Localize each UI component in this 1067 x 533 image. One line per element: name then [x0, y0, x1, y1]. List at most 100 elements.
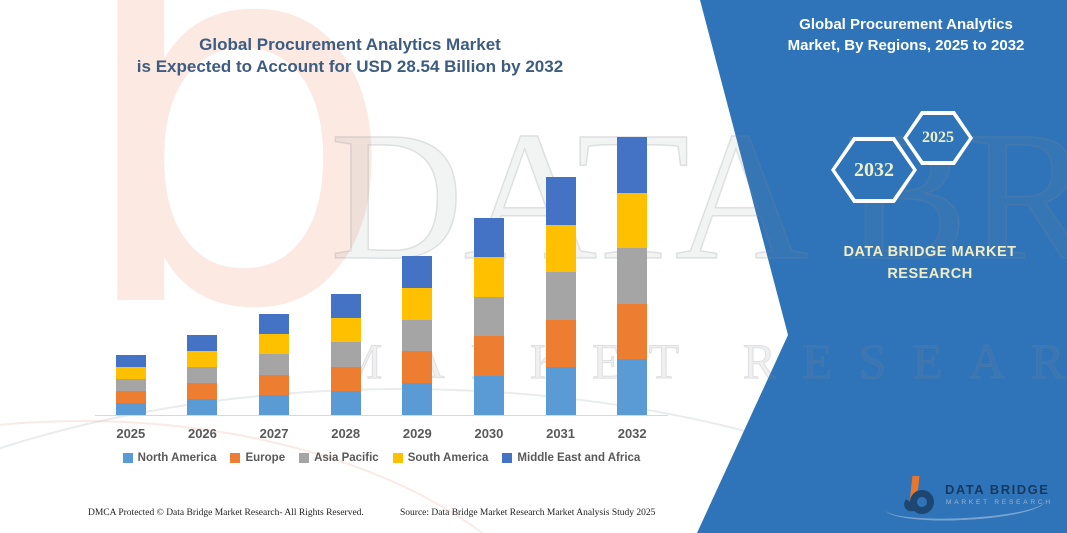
- stacked-bar-2032: [617, 137, 648, 415]
- bar-segment: [402, 351, 433, 384]
- legend-item: South America: [392, 452, 489, 464]
- bar-slot-2029: 2029: [382, 132, 454, 441]
- x-axis-tick-label: 2028: [331, 426, 361, 441]
- bar-segment: [187, 367, 218, 383]
- bar-segment: [259, 314, 290, 335]
- bar-segment: [473, 375, 504, 415]
- bar-slot-2030: 2030: [453, 132, 525, 441]
- legend-label: Europe: [245, 452, 286, 464]
- bar-slot-2031: 2031: [525, 132, 597, 441]
- bar-segment: [259, 334, 290, 355]
- bar-segment: [330, 342, 361, 367]
- legend-swatch-icon: [392, 453, 403, 463]
- bar-segment: [473, 257, 504, 297]
- panel-title-line2: Market, By Regions, 2025 to 2032: [787, 37, 1025, 54]
- bar-segment: [115, 403, 146, 415]
- panel-title-line1: Global Procurement Analytics: [799, 16, 1013, 33]
- bar-segment: [115, 367, 146, 379]
- source-note: Source: Data Bridge Market Research Mark…: [400, 508, 656, 518]
- legend-swatch-icon: [230, 453, 241, 463]
- bar-segment: [545, 367, 576, 415]
- bar-segment: [187, 383, 218, 399]
- page-title-line2: is Expected to Account for USD 28.54 Bil…: [136, 57, 564, 76]
- bar-segment: [545, 272, 576, 320]
- x-axis-tick-label: 2027: [259, 426, 289, 441]
- bar-segment: [617, 303, 648, 360]
- x-axis-tick-label: 2030: [474, 426, 504, 441]
- bar-segment: [330, 390, 361, 415]
- x-axis-tick-label: 2025: [116, 426, 146, 441]
- hexagon-badge-2025: 2025: [903, 111, 973, 165]
- legend-label: Asia Pacific: [314, 452, 379, 464]
- stacked-bar-2026: [187, 335, 218, 415]
- bar-segment: [402, 383, 433, 415]
- bar-segment: [187, 351, 218, 367]
- market-research-text-watermark: MARKET RESEARCH: [338, 333, 1067, 389]
- bar-slot-2028: 2028: [310, 132, 382, 441]
- dmca-notice: DMCA Protected © Data Bridge Market Rese…: [88, 508, 364, 518]
- bar-slot-2025: 2025: [95, 132, 167, 441]
- bar-segment: [545, 177, 576, 225]
- stacked-bar-chart: 2025 2026 2027 2028 2029 2030 2031 2032: [95, 132, 668, 441]
- bar-segment: [259, 374, 290, 395]
- bar-segment: [402, 319, 433, 352]
- bar-segment: [187, 399, 218, 415]
- bar-segment: [545, 224, 576, 273]
- legend-label: Middle East and Africa: [517, 452, 641, 464]
- bar-segment: [115, 379, 146, 391]
- legend-item: North America: [122, 452, 217, 464]
- bar-segment: [402, 256, 433, 288]
- x-axis-tick-label: 2026: [187, 426, 217, 441]
- legend-label: South America: [407, 452, 489, 464]
- bar-slot-2026: 2026: [167, 132, 239, 441]
- logo-tagline: MARKET RESEARCH: [946, 499, 1053, 506]
- stacked-bar-2031: [545, 177, 576, 415]
- page-title-line1: Global Procurement Analytics Market: [199, 35, 501, 54]
- bar-segment: [115, 355, 146, 367]
- hexagon-badge-2032: 2032: [831, 137, 917, 203]
- bar-slot-2032: 2032: [596, 132, 668, 441]
- bar-segment: [259, 354, 290, 375]
- legend-item: Asia Pacific: [299, 452, 379, 464]
- legend-swatch-icon: [299, 453, 310, 463]
- bar-segment: [330, 294, 361, 319]
- stacked-bar-2028: [330, 294, 361, 415]
- bar-segment: [545, 319, 576, 368]
- bar-segment: [473, 296, 504, 337]
- legend-item: Middle East and Africa: [502, 452, 640, 464]
- bar-segment: [259, 394, 290, 415]
- x-axis-tick-label: 2032: [617, 426, 647, 441]
- legend-label: North America: [137, 452, 217, 464]
- bar-segment: [617, 137, 648, 193]
- chart-legend: North America Europe Asia Pacific South Ame…: [95, 452, 668, 464]
- logo-brand-name: DATA BRIDGE: [945, 482, 1050, 497]
- page-title: Global Procurement Analytics Market is E…: [110, 34, 590, 78]
- brand-name-text: DATA BRIDGE MARKET RESEARCH: [820, 241, 1040, 285]
- panel-title: Global Procurement Analytics Market, By …: [765, 14, 1047, 56]
- legend-item: Europe: [230, 452, 285, 464]
- bar-segment: [617, 192, 648, 249]
- hexagon-year-label: 2032: [854, 158, 894, 181]
- hexagon-year-label: 2025: [922, 129, 954, 146]
- bar-segment: [617, 248, 648, 304]
- bar-segment: [617, 359, 648, 415]
- bar-segment: [473, 336, 504, 376]
- x-axis-tick-label: 2029: [402, 426, 432, 441]
- data-bridge-logo: DATA BRIDGE MARKET RESEARCH: [884, 470, 1055, 525]
- bar-segment: [473, 218, 504, 258]
- data-bridge-b-icon: [901, 474, 941, 520]
- brand-name-line1: DATA BRIDGE MARKET: [843, 244, 1017, 260]
- x-axis-tick-label: 2031: [546, 426, 576, 441]
- bar-segment: [402, 287, 433, 320]
- stacked-bar-2027: [259, 314, 290, 415]
- stacked-bar-2025: [115, 355, 146, 415]
- legend-swatch-icon: [122, 453, 133, 463]
- bar-segment: [330, 318, 361, 343]
- bar-segment: [115, 391, 146, 403]
- bar-slot-2027: 2027: [238, 132, 310, 441]
- bar-segment: [330, 366, 361, 391]
- stacked-bar-2029: [402, 256, 433, 415]
- brand-name-line2: RESEARCH: [887, 266, 973, 282]
- bar-segment: [187, 335, 218, 351]
